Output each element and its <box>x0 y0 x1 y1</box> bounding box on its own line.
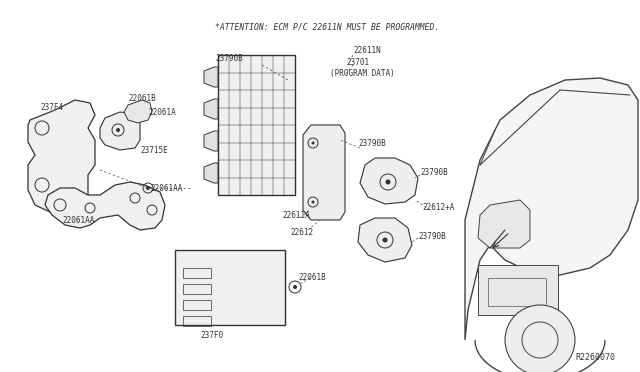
Polygon shape <box>303 125 345 220</box>
Bar <box>183 284 211 294</box>
Polygon shape <box>360 158 418 204</box>
Bar <box>175 250 285 325</box>
Text: 22061AA: 22061AA <box>62 215 94 224</box>
Bar <box>183 268 211 278</box>
Circle shape <box>505 305 575 372</box>
Bar <box>478 265 558 315</box>
Text: 22061B: 22061B <box>298 273 326 282</box>
Circle shape <box>116 128 120 132</box>
Bar <box>183 300 211 310</box>
Text: R2260070: R2260070 <box>575 353 615 362</box>
Polygon shape <box>465 78 638 340</box>
Text: 22611A: 22611A <box>282 211 310 219</box>
Circle shape <box>385 180 390 185</box>
Polygon shape <box>478 200 530 248</box>
Circle shape <box>312 141 314 144</box>
Bar <box>183 316 211 326</box>
Text: 22611N: 22611N <box>353 45 381 55</box>
Polygon shape <box>45 182 165 230</box>
Bar <box>218 55 295 195</box>
Text: 22061AA: 22061AA <box>150 183 182 192</box>
Text: 23715E: 23715E <box>140 145 168 154</box>
Polygon shape <box>28 100 95 212</box>
Polygon shape <box>204 99 218 119</box>
Text: 237F4: 237F4 <box>40 103 63 112</box>
Text: 22612: 22612 <box>290 228 313 237</box>
Text: *ATTENTION: ECM P/C 22611N MUST BE PROGRAMMED.: *ATTENTION: ECM P/C 22611N MUST BE PROGR… <box>215 22 439 31</box>
Polygon shape <box>100 112 140 150</box>
Text: 23790B: 23790B <box>418 231 445 241</box>
Text: 23701: 23701 <box>346 58 369 67</box>
Polygon shape <box>204 131 218 151</box>
Polygon shape <box>358 218 412 262</box>
Text: 23790B: 23790B <box>358 138 386 148</box>
Polygon shape <box>204 67 218 87</box>
Text: 22612+A: 22612+A <box>422 202 454 212</box>
Polygon shape <box>204 163 218 183</box>
Text: 23790B: 23790B <box>420 167 448 176</box>
Circle shape <box>146 186 150 190</box>
Bar <box>488 278 546 306</box>
Text: (PROGRAM DATA): (PROGRAM DATA) <box>330 68 395 77</box>
Circle shape <box>293 285 297 289</box>
Text: 22061B: 22061B <box>128 93 156 103</box>
Circle shape <box>312 201 314 203</box>
Text: 237F0: 237F0 <box>200 330 223 340</box>
Circle shape <box>383 237 387 243</box>
Polygon shape <box>124 100 152 123</box>
Text: 22061A: 22061A <box>148 108 176 116</box>
Text: 23790B: 23790B <box>215 54 243 62</box>
